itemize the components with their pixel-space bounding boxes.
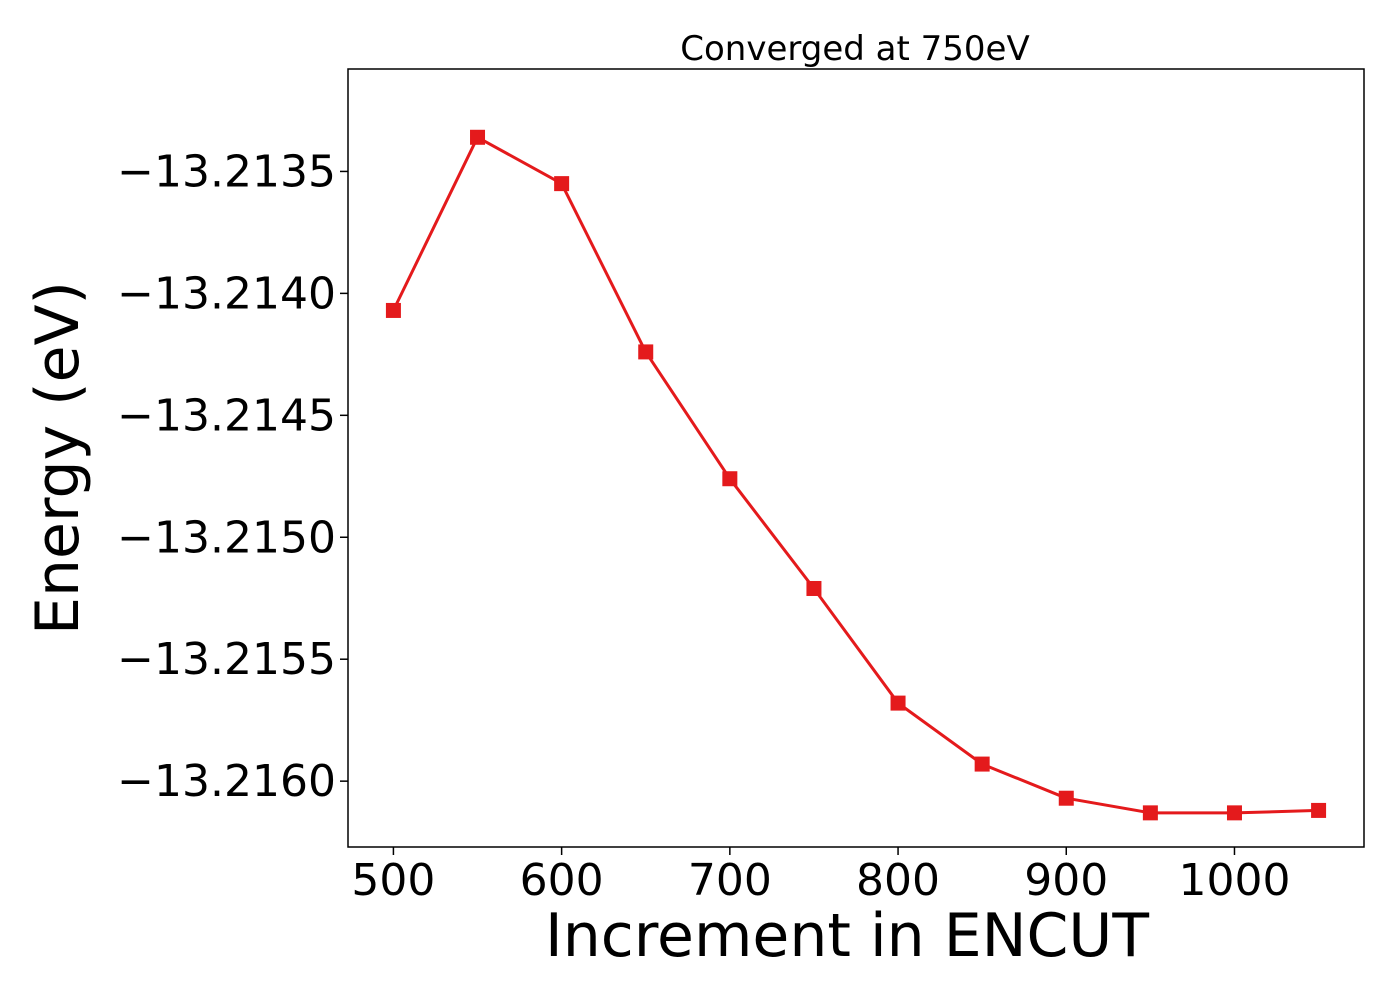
x-axis-label: Increment in ENCUT [545,901,1149,971]
x-tick-label: 700 [688,855,772,906]
x-tick-label: 600 [520,855,604,906]
x-tick-label: 1000 [1178,855,1290,906]
data-point-marker [1142,805,1158,821]
y-tick-label: −13.2155 [117,634,336,685]
y-axis-ticks: −13.2135 −13.2140 −13.2145 −13.2150 −13.2155… [117,146,348,807]
data-point-marker [638,344,654,360]
data-point-marker [1311,802,1327,818]
plot-frame [347,68,1365,848]
energy-series-line [392,135,1319,815]
x-tick-label: 900 [1024,855,1108,906]
y-tick-label: −13.2140 [117,268,336,319]
y-tick-label: −13.2160 [117,756,336,807]
data-point-marker [890,695,906,711]
data-point-marker [806,580,822,596]
data-point-marker [1058,790,1074,806]
data-point-marker [554,176,570,192]
y-tick-label: −13.2150 [117,512,336,563]
y-axis-label: Energy (eV) [23,281,93,635]
data-point-marker [470,129,486,145]
data-point-marker [974,756,990,772]
chart-title: Converged at 750eV [680,29,1029,69]
x-axis-ticks: 500 600 700 800 900 1000 [351,847,1290,906]
x-tick-label: 500 [351,855,435,906]
data-point-marker [1226,805,1242,821]
y-tick-label: −13.2145 [117,390,336,441]
data-point-marker [722,471,738,487]
data-point-marker [385,302,401,318]
energy-series-markers [385,129,1327,821]
y-tick-label: −13.2135 [117,146,336,197]
x-tick-label: 800 [856,855,940,906]
